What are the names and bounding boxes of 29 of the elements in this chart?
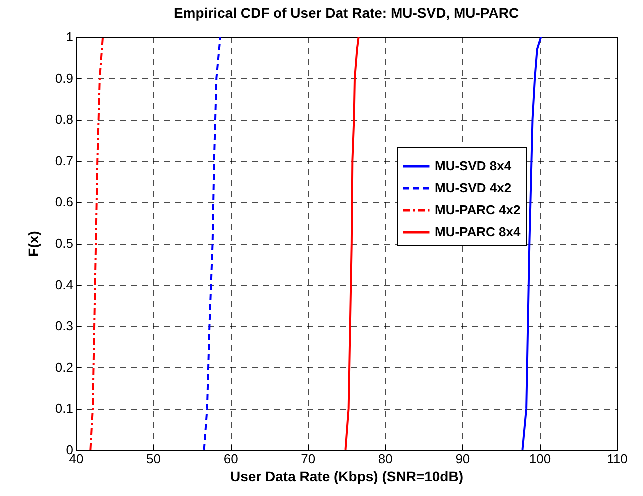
chart-title: Empirical CDF of User Dat Rate: MU-SVD, MU-PARC — [174, 5, 520, 21]
x-tick-label: 50 — [146, 452, 162, 466]
line-series — [344, 37, 360, 450]
legend-label: MU-SVD 8x4 — [435, 158, 512, 174]
y-axis-title: F(x) — [25, 231, 42, 257]
y-tick-label: 0.4 — [55, 277, 74, 292]
line-series — [90, 37, 104, 450]
y-tick-label: 0.1 — [55, 401, 74, 416]
y-tick-label: 0.5 — [55, 236, 74, 251]
line-series — [203, 37, 222, 450]
y-tick-label: 0.9 — [55, 70, 74, 86]
legend-label: MU-PARC 8x4 — [435, 224, 522, 240]
x-axis-title: User Data Rate (Kbps) (SNR=10dB) — [230, 468, 464, 484]
y-tick-label: 0 — [66, 442, 74, 458]
y-tick-label: 0.3 — [55, 318, 74, 334]
x-tick-label: 90 — [456, 452, 470, 466]
x-tick-label: 110 — [607, 452, 628, 466]
y-tick-label: 0.7 — [55, 153, 74, 168]
x-tick-label: 70 — [301, 452, 316, 466]
y-tick-label: 0.2 — [55, 360, 74, 375]
x-tick-label: 100 — [529, 452, 552, 466]
y-tick-label: 1 — [66, 30, 74, 44]
y-tick-label: 0.8 — [55, 112, 74, 128]
y-tick-label: 0.6 — [55, 194, 74, 210]
legend-label: MU-SVD 4x2 — [435, 180, 512, 196]
x-tick-label: 80 — [378, 452, 393, 466]
x-tick-label: 60 — [224, 452, 238, 466]
legend-label: MU-PARC 4x2 — [435, 202, 521, 218]
line-series — [522, 37, 542, 450]
